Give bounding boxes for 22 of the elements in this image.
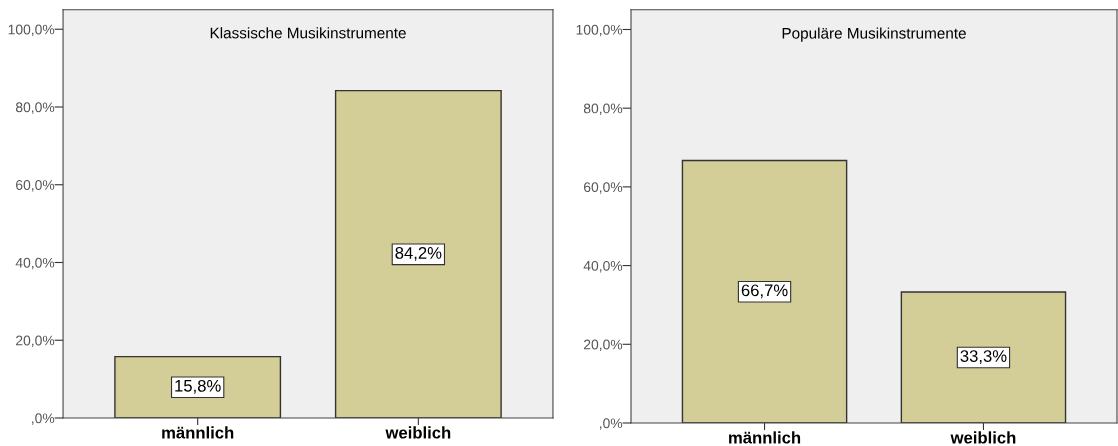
text: Populäre Musikinstrumente — [782, 27, 966, 42]
y-tick-label: 100,0% — [576, 24, 623, 37]
y-tick-label: ,0% — [32, 413, 55, 425]
x-tick-label: weiblich — [950, 431, 1016, 444]
y-tick-label: 80,0% — [15, 102, 55, 114]
y-tick-label: 40,0% — [15, 257, 55, 270]
y-tick-label: 100,0% — [8, 24, 55, 37]
x-tick-label: männlich — [729, 431, 801, 444]
y-tick-label: ,0% — [599, 418, 623, 430]
y-tick-label: 60,0% — [16, 180, 55, 192]
data-label: 84,2% — [395, 247, 442, 261]
y-tick-label: 20,0% — [583, 339, 623, 352]
y-tick-label: 40,0% — [583, 260, 623, 273]
y-tick-label: 60,0% — [583, 182, 623, 194]
text: Klassische Musikinstrumente — [210, 27, 406, 39]
data-label: 66,7% — [741, 284, 788, 299]
data-label: 15,8% — [175, 379, 221, 394]
y-tick-label: 20,0% — [16, 335, 55, 348]
x-tick-label: männlich — [162, 426, 234, 439]
data-label: 33,3% — [960, 350, 1007, 364]
y-tick-label: 80,0% — [583, 103, 623, 115]
x-tick-label: weiblich — [385, 426, 451, 439]
